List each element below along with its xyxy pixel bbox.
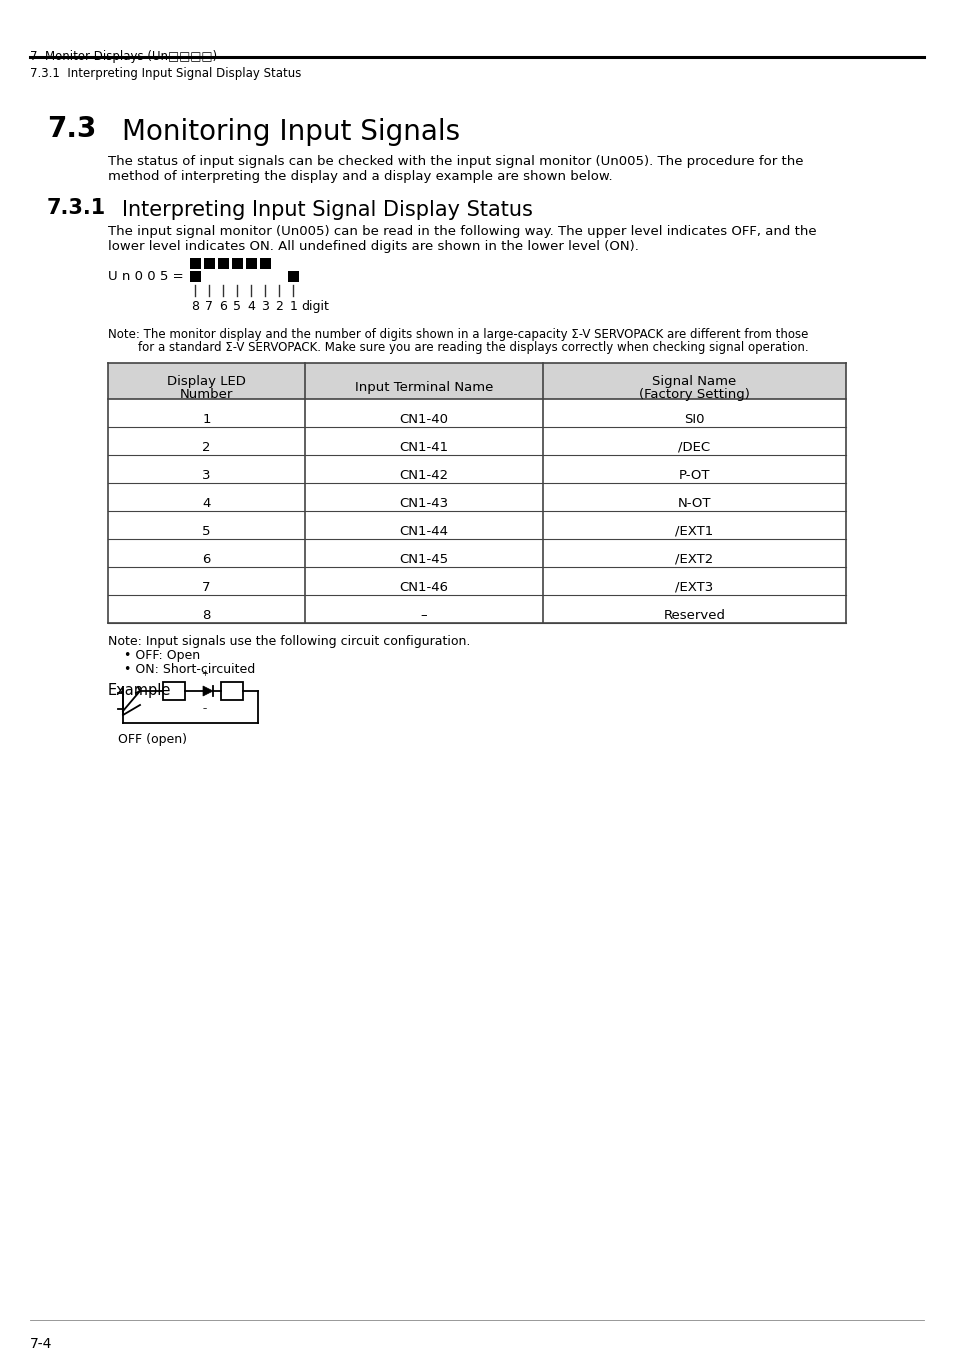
Text: Monitoring Input Signals: Monitoring Input Signals: [122, 117, 459, 146]
Text: 6: 6: [202, 554, 211, 566]
Text: 7: 7: [202, 580, 211, 594]
Text: 4: 4: [247, 300, 255, 313]
Text: 8: 8: [202, 609, 211, 622]
Text: Signal Name: Signal Name: [652, 375, 736, 387]
Text: 3: 3: [202, 468, 211, 482]
Bar: [190, 258, 201, 269]
Text: The status of input signals can be checked with the input signal monitor (Un005): The status of input signals can be check…: [108, 155, 802, 167]
Text: OFF (open): OFF (open): [118, 733, 187, 747]
Text: 3: 3: [261, 300, 269, 313]
Text: 1: 1: [202, 413, 211, 427]
Bar: [246, 258, 256, 269]
Text: /EXT2: /EXT2: [675, 554, 713, 566]
Text: P-OT: P-OT: [678, 468, 709, 482]
Text: lower level indicates ON. All undefined digits are shown in the lower level (ON): lower level indicates ON. All undefined …: [108, 240, 639, 252]
Text: Example: Example: [108, 683, 172, 698]
Text: CN1-44: CN1-44: [399, 525, 448, 539]
Text: /DEC: /DEC: [678, 441, 710, 454]
Text: N-OT: N-OT: [677, 497, 711, 510]
Text: CN1-45: CN1-45: [399, 554, 448, 566]
Bar: [108, 363, 845, 400]
Bar: [288, 271, 298, 282]
Text: CN1-46: CN1-46: [399, 580, 448, 594]
Text: CN1-40: CN1-40: [399, 413, 448, 427]
Text: 7-4: 7-4: [30, 1336, 52, 1350]
Text: +: +: [201, 670, 208, 678]
Text: –: –: [420, 609, 427, 622]
Text: 6: 6: [219, 300, 227, 313]
Text: 4: 4: [202, 497, 211, 510]
Polygon shape: [203, 686, 213, 697]
Text: 5: 5: [202, 525, 211, 539]
Text: 7: 7: [205, 300, 213, 313]
Text: 7  Monitor Displays (Un□□□□): 7 Monitor Displays (Un□□□□): [30, 50, 217, 63]
Text: Input Terminal Name: Input Terminal Name: [355, 381, 493, 394]
Text: • ON: Short-circuited: • ON: Short-circuited: [108, 663, 255, 676]
Text: 7.3.1: 7.3.1: [47, 198, 106, 217]
Bar: [163, 682, 185, 701]
Text: (Factory Setting): (Factory Setting): [639, 387, 749, 401]
Text: Display LED: Display LED: [167, 375, 246, 387]
Text: Number: Number: [179, 387, 233, 401]
Bar: [221, 682, 243, 701]
Text: /EXT3: /EXT3: [675, 580, 713, 594]
Bar: [218, 258, 229, 269]
Text: CN1-42: CN1-42: [399, 468, 448, 482]
Text: 5: 5: [233, 300, 241, 313]
Bar: [232, 258, 243, 269]
Text: 7.3.1  Interpreting Input Signal Display Status: 7.3.1 Interpreting Input Signal Display …: [30, 68, 301, 80]
Text: 2: 2: [202, 441, 211, 454]
Text: method of interpreting the display and a display example are shown below.: method of interpreting the display and a…: [108, 170, 612, 184]
Text: Interpreting Input Signal Display Status: Interpreting Input Signal Display Status: [122, 200, 533, 220]
Bar: [260, 258, 271, 269]
Text: 1: 1: [290, 300, 297, 313]
Text: Note: Input signals use the following circuit configuration.: Note: Input signals use the following ci…: [108, 634, 470, 648]
Bar: [190, 271, 201, 282]
Text: The input signal monitor (Un005) can be read in the following way. The upper lev: The input signal monitor (Un005) can be …: [108, 225, 816, 238]
Bar: [204, 258, 214, 269]
Text: CN1-41: CN1-41: [399, 441, 448, 454]
Text: /EXT1: /EXT1: [675, 525, 713, 539]
Text: Note: The monitor display and the number of digits shown in a large-capacity Σ-V: Note: The monitor display and the number…: [108, 328, 807, 342]
Text: digit: digit: [301, 300, 329, 313]
Text: • OFF: Open: • OFF: Open: [108, 649, 200, 662]
Text: for a standard Σ-V SERVOPACK. Make sure you are reading the displays correctly w: for a standard Σ-V SERVOPACK. Make sure …: [108, 342, 808, 354]
Text: 8: 8: [192, 300, 199, 313]
Text: SI0: SI0: [683, 413, 704, 427]
Text: CN1-43: CN1-43: [399, 497, 448, 510]
Text: –: –: [203, 703, 207, 713]
Text: U n 0 0 5 =: U n 0 0 5 =: [108, 270, 183, 284]
Text: 7.3: 7.3: [47, 115, 96, 143]
Text: 2: 2: [275, 300, 283, 313]
Text: Reserved: Reserved: [662, 609, 724, 622]
